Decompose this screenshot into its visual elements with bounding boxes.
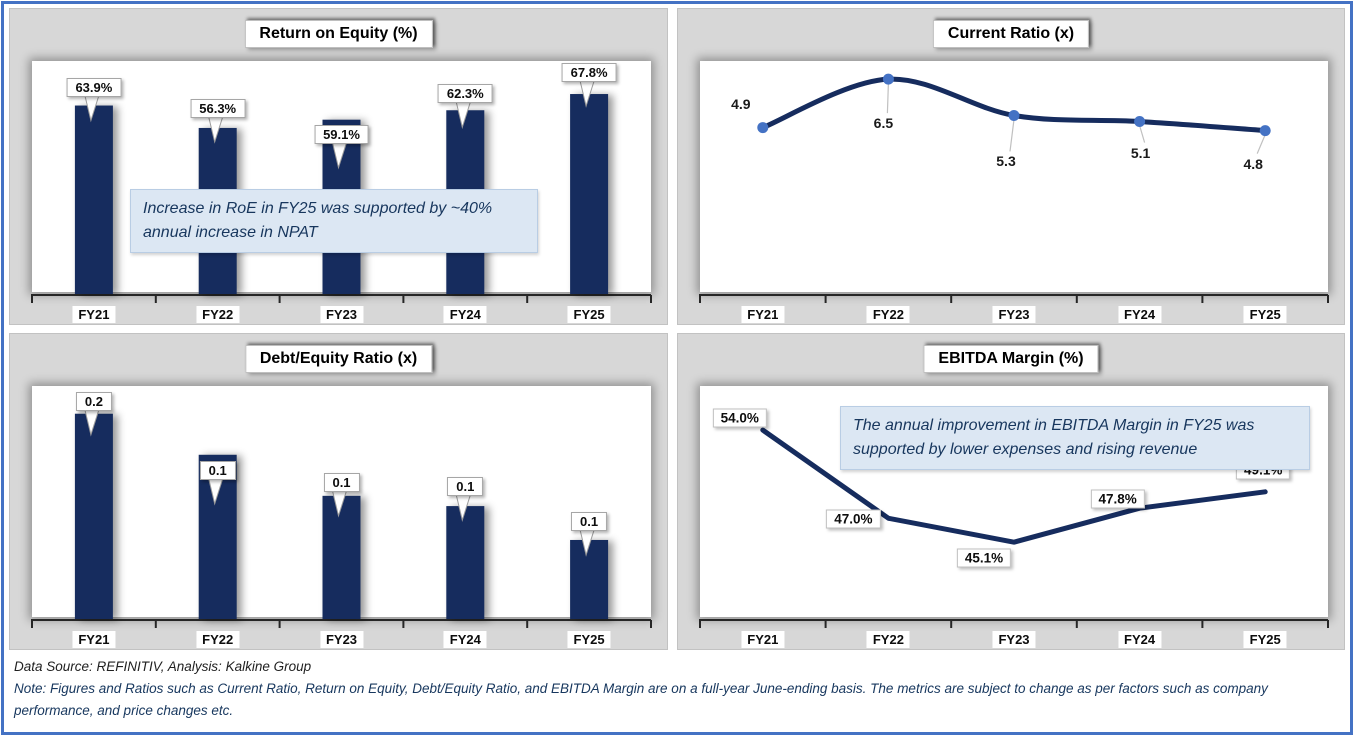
- data-label-fy25: 4.8: [1243, 155, 1263, 172]
- data-label-fy22: 6.5: [873, 115, 894, 132]
- data-label-fy22: 56.3%: [190, 98, 246, 118]
- data-label-fy24: 47.8%: [1090, 489, 1145, 509]
- axis-label-fy25: FY25: [1243, 306, 1287, 323]
- axis-label-fy23: FY23: [319, 631, 364, 648]
- axis-label-fy24: FY24: [443, 631, 487, 648]
- axis-label-fy25: FY25: [1243, 631, 1287, 648]
- data-label-fy21: 0.2: [75, 391, 112, 411]
- plot-area-current-ratio: [700, 61, 1328, 292]
- marker-fy23: [1008, 109, 1020, 121]
- data-label-fy25: 0.1: [571, 511, 608, 531]
- chart-title-debt-equity: Debt/Equity Ratio (x): [244, 345, 433, 373]
- data-label-fy23: 5.3: [996, 153, 1016, 170]
- note-line: Note: Figures and Ratios such as Current…: [14, 680, 1268, 718]
- data-label-fy23: 0.1: [323, 472, 360, 492]
- axis-label-fy21: FY21: [72, 631, 116, 648]
- axis-label-fy23: FY23: [319, 306, 364, 323]
- data-label-fy21: 4.9: [731, 95, 751, 112]
- data-source-line: Data Source: REFINITIV, Analysis: Kalkin…: [14, 659, 312, 674]
- axis-label-fy21: FY21: [741, 306, 785, 323]
- marker-fy25: [1259, 125, 1271, 137]
- axis-label-fy25: FY25: [567, 631, 611, 648]
- marker-fy21: [757, 122, 769, 134]
- bar-fy21: [74, 105, 113, 294]
- axis-label-fy23: FY23: [992, 306, 1036, 323]
- bar-fy25: [570, 94, 609, 294]
- axis-label-fy22: FY22: [866, 306, 910, 323]
- annotation-ebitda: The annual improvement in EBITDA Margin …: [840, 406, 1310, 470]
- data-label-fy22: 47.0%: [826, 509, 881, 529]
- bar-fy21: [74, 413, 113, 619]
- chart-canvas-debt-equity: 0.2 0.1 0.1 0.1 0.1 FY21 FY22 FY23 FY24 FY25: [10, 334, 667, 649]
- chart-canvas-roe: 63.9% 56.3% 59.1% 62.3% 67.8% FY21 FY22 FY23 FY2…: [10, 9, 667, 324]
- data-label-fy24: 62.3%: [437, 84, 493, 104]
- bar-fy23: [322, 495, 361, 619]
- chart-title-current-ratio: Current Ratio (x): [932, 20, 1090, 48]
- current-ratio-svg: [699, 73, 1329, 303]
- annotation-roe: Increase in RoE in FY25 was supported by…: [130, 189, 538, 253]
- current-ratio-chart-panel: Current Ratio (x) 4.9 6.5 5.3 5.1 4.8 FY21 FY2…: [677, 8, 1345, 325]
- marker-fy22: [882, 73, 894, 85]
- debt-equity-ratio-svg: [31, 409, 652, 628]
- ebitda-margin-svg: [699, 427, 1329, 628]
- debt-equity-chart-panel: Debt/Equity Ratio (x) 0.2 0.1 0.1 0.1 0.1 FY2…: [9, 333, 668, 650]
- data-label-fy24: 5.1: [1130, 144, 1151, 161]
- axis-label-fy25: FY25: [567, 306, 611, 323]
- axis-label-fy22: FY22: [196, 306, 240, 323]
- data-label-fy24: 0.1: [447, 477, 484, 497]
- data-label-fy22: 0.1: [199, 460, 236, 480]
- axis-label-fy22: FY22: [866, 631, 910, 648]
- return-on-equity-svg: [31, 80, 652, 303]
- footer-notes: Data Source: REFINITIV, Analysis: Kalkin…: [0, 650, 1354, 721]
- chart-canvas-current-ratio: 4.9 6.5 5.3 5.1 4.8 FY21 FY22 FY23 FY24 FY25: [678, 9, 1344, 324]
- data-label-fy23: 45.1%: [956, 548, 1012, 568]
- marker-fy24: [1134, 116, 1146, 128]
- axis-label-fy23: FY23: [992, 631, 1036, 648]
- axis-label-fy21: FY21: [741, 631, 785, 648]
- ebitda-margin-chart-panel: EBITDA Margin (%) 54.0%47.0%45.1%47.8%49…: [677, 333, 1345, 650]
- axis-label-fy24: FY24: [1118, 306, 1162, 323]
- axis-label-fy24: FY24: [1118, 631, 1162, 648]
- chart-title-roe: Return on Equity (%): [244, 20, 433, 48]
- chart-canvas-ebitda: 54.0%47.0%45.1%47.8%49.1%FY21FY22FY23FY2…: [678, 334, 1344, 649]
- charts-grid: Return on Equity (%) 63.9% 56.3% 59.1% 62.3…: [9, 8, 1345, 650]
- axis-label-fy22: FY22: [196, 631, 240, 648]
- data-label-fy25: 67.8%: [561, 63, 617, 83]
- data-label-fy21: 54.0%: [712, 408, 767, 428]
- roe-chart-panel: Return on Equity (%) 63.9% 56.3% 59.1% 62.3…: [9, 8, 668, 325]
- axis-label-fy24: FY24: [443, 306, 487, 323]
- bar-fy24: [446, 506, 485, 619]
- axis-label-fy21: FY21: [72, 306, 116, 323]
- bar-fy25: [570, 539, 609, 619]
- ebitda-margin-line: [760, 427, 1268, 545]
- chart-title-ebitda: EBITDA Margin (%): [923, 345, 1099, 373]
- data-label-fy23: 59.1%: [314, 124, 369, 144]
- data-label-fy21: 63.9%: [66, 77, 122, 97]
